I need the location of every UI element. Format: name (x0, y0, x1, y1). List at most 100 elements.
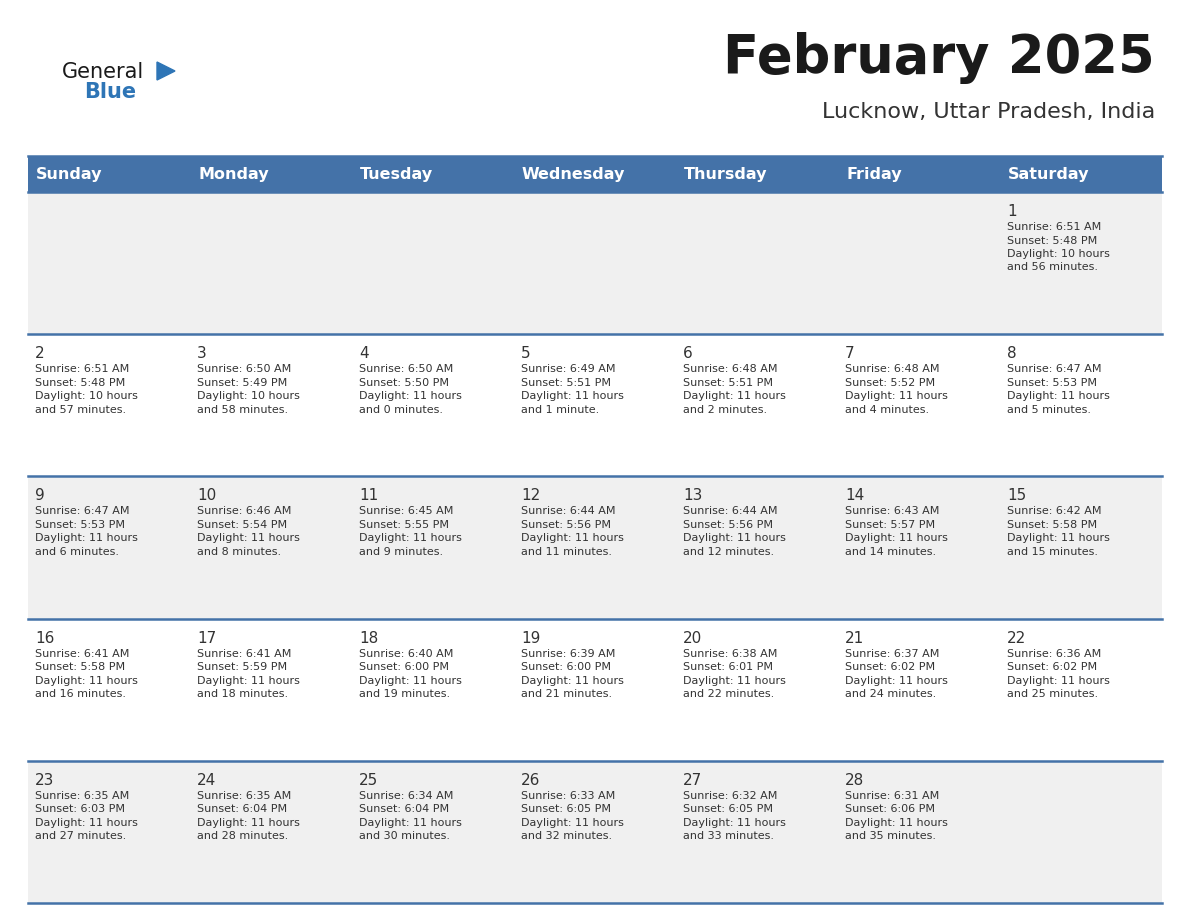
Text: 11: 11 (359, 488, 378, 503)
Text: Sunset: 5:48 PM: Sunset: 5:48 PM (1007, 236, 1098, 245)
Text: Sunset: 5:59 PM: Sunset: 5:59 PM (197, 662, 287, 672)
Text: Sunrise: 6:37 AM: Sunrise: 6:37 AM (845, 649, 940, 658)
Text: Sunrise: 6:33 AM: Sunrise: 6:33 AM (522, 790, 615, 800)
Text: Daylight: 11 hours: Daylight: 11 hours (683, 818, 786, 828)
Text: Sunrise: 6:48 AM: Sunrise: 6:48 AM (845, 364, 940, 375)
Text: Sunrise: 6:43 AM: Sunrise: 6:43 AM (845, 507, 940, 517)
Text: Daylight: 11 hours: Daylight: 11 hours (1007, 676, 1110, 686)
Text: 21: 21 (845, 631, 864, 645)
Text: Sunset: 5:50 PM: Sunset: 5:50 PM (359, 377, 449, 387)
Text: Monday: Monday (198, 166, 268, 182)
Text: Sunset: 6:02 PM: Sunset: 6:02 PM (1007, 662, 1098, 672)
Text: and 35 minutes.: and 35 minutes. (845, 832, 936, 841)
Text: Sunset: 6:02 PM: Sunset: 6:02 PM (845, 662, 935, 672)
Text: Sunrise: 6:42 AM: Sunrise: 6:42 AM (1007, 507, 1101, 517)
Text: Daylight: 11 hours: Daylight: 11 hours (34, 818, 138, 828)
Text: 3: 3 (197, 346, 207, 361)
Text: and 57 minutes.: and 57 minutes. (34, 405, 126, 415)
Text: 2: 2 (34, 346, 45, 361)
Text: Sunset: 5:54 PM: Sunset: 5:54 PM (197, 520, 287, 530)
Text: Sunrise: 6:36 AM: Sunrise: 6:36 AM (1007, 649, 1101, 658)
Text: Daylight: 11 hours: Daylight: 11 hours (359, 676, 462, 686)
Text: and 11 minutes.: and 11 minutes. (522, 547, 612, 557)
Text: and 12 minutes.: and 12 minutes. (683, 547, 775, 557)
Text: 13: 13 (683, 488, 702, 503)
Text: Daylight: 11 hours: Daylight: 11 hours (522, 676, 624, 686)
Text: Sunset: 6:04 PM: Sunset: 6:04 PM (359, 804, 449, 814)
Text: and 8 minutes.: and 8 minutes. (197, 547, 282, 557)
Text: Sunset: 5:58 PM: Sunset: 5:58 PM (34, 662, 125, 672)
Text: and 16 minutes.: and 16 minutes. (34, 689, 126, 700)
Text: Sunrise: 6:39 AM: Sunrise: 6:39 AM (522, 649, 615, 658)
Text: and 1 minute.: and 1 minute. (522, 405, 599, 415)
Text: February 2025: February 2025 (723, 32, 1155, 84)
Text: Sunrise: 6:46 AM: Sunrise: 6:46 AM (197, 507, 291, 517)
Text: 12: 12 (522, 488, 541, 503)
Text: Daylight: 10 hours: Daylight: 10 hours (34, 391, 138, 401)
Text: Daylight: 11 hours: Daylight: 11 hours (1007, 391, 1110, 401)
Text: Sunrise: 6:34 AM: Sunrise: 6:34 AM (359, 790, 454, 800)
Text: and 32 minutes.: and 32 minutes. (522, 832, 612, 841)
Text: Sunset: 5:55 PM: Sunset: 5:55 PM (359, 520, 449, 530)
Text: 15: 15 (1007, 488, 1026, 503)
Text: 27: 27 (683, 773, 702, 788)
Text: Daylight: 11 hours: Daylight: 11 hours (359, 818, 462, 828)
Text: and 15 minutes.: and 15 minutes. (1007, 547, 1098, 557)
Text: Sunset: 5:57 PM: Sunset: 5:57 PM (845, 520, 935, 530)
Text: and 56 minutes.: and 56 minutes. (1007, 263, 1098, 273)
Text: 28: 28 (845, 773, 864, 788)
Text: and 2 minutes.: and 2 minutes. (683, 405, 767, 415)
Text: Daylight: 11 hours: Daylight: 11 hours (197, 818, 299, 828)
Text: 24: 24 (197, 773, 216, 788)
Text: 20: 20 (683, 631, 702, 645)
Text: Sunrise: 6:45 AM: Sunrise: 6:45 AM (359, 507, 454, 517)
Text: Wednesday: Wednesday (522, 166, 625, 182)
Text: Sunset: 6:00 PM: Sunset: 6:00 PM (359, 662, 449, 672)
Text: Sunrise: 6:31 AM: Sunrise: 6:31 AM (845, 790, 940, 800)
Text: General: General (62, 62, 144, 82)
Text: and 19 minutes.: and 19 minutes. (359, 689, 450, 700)
Text: Daylight: 11 hours: Daylight: 11 hours (359, 391, 462, 401)
Text: Sunset: 5:53 PM: Sunset: 5:53 PM (34, 520, 125, 530)
Text: and 18 minutes.: and 18 minutes. (197, 689, 289, 700)
Text: Daylight: 11 hours: Daylight: 11 hours (683, 391, 786, 401)
Text: and 6 minutes.: and 6 minutes. (34, 547, 119, 557)
Text: Sunset: 6:01 PM: Sunset: 6:01 PM (683, 662, 773, 672)
Text: 7: 7 (845, 346, 854, 361)
Text: and 33 minutes.: and 33 minutes. (683, 832, 775, 841)
Text: and 14 minutes.: and 14 minutes. (845, 547, 936, 557)
Text: Blue: Blue (84, 82, 137, 102)
Text: Sunrise: 6:47 AM: Sunrise: 6:47 AM (34, 507, 129, 517)
Text: and 27 minutes.: and 27 minutes. (34, 832, 126, 841)
Text: and 4 minutes.: and 4 minutes. (845, 405, 929, 415)
Text: Daylight: 11 hours: Daylight: 11 hours (683, 676, 786, 686)
Bar (29, 619, 1162, 761)
Text: 17: 17 (197, 631, 216, 645)
Text: 9: 9 (34, 488, 45, 503)
Text: Daylight: 11 hours: Daylight: 11 hours (34, 676, 138, 686)
Text: Sunrise: 6:44 AM: Sunrise: 6:44 AM (683, 507, 777, 517)
Text: Daylight: 10 hours: Daylight: 10 hours (197, 391, 299, 401)
Text: Saturday: Saturday (1007, 166, 1089, 182)
Text: Sunrise: 6:44 AM: Sunrise: 6:44 AM (522, 507, 615, 517)
Text: Sunrise: 6:41 AM: Sunrise: 6:41 AM (197, 649, 291, 658)
Text: 26: 26 (522, 773, 541, 788)
Text: Daylight: 10 hours: Daylight: 10 hours (1007, 249, 1110, 259)
Text: Daylight: 11 hours: Daylight: 11 hours (845, 533, 948, 543)
Text: Sunset: 5:56 PM: Sunset: 5:56 PM (522, 520, 611, 530)
Text: Sunrise: 6:51 AM: Sunrise: 6:51 AM (1007, 222, 1101, 232)
Text: 6: 6 (683, 346, 693, 361)
Text: 22: 22 (1007, 631, 1026, 645)
Text: 23: 23 (34, 773, 55, 788)
Text: Sunset: 5:48 PM: Sunset: 5:48 PM (34, 377, 125, 387)
Text: 16: 16 (34, 631, 55, 645)
Text: and 22 minutes.: and 22 minutes. (683, 689, 775, 700)
Text: 4: 4 (359, 346, 368, 361)
Text: Sunrise: 6:50 AM: Sunrise: 6:50 AM (197, 364, 291, 375)
Text: Sunset: 6:05 PM: Sunset: 6:05 PM (683, 804, 773, 814)
Text: Sunset: 5:51 PM: Sunset: 5:51 PM (522, 377, 611, 387)
Text: Sunset: 6:00 PM: Sunset: 6:00 PM (522, 662, 611, 672)
Text: 5: 5 (522, 346, 531, 361)
Text: and 21 minutes.: and 21 minutes. (522, 689, 612, 700)
Text: Thursday: Thursday (684, 166, 767, 182)
